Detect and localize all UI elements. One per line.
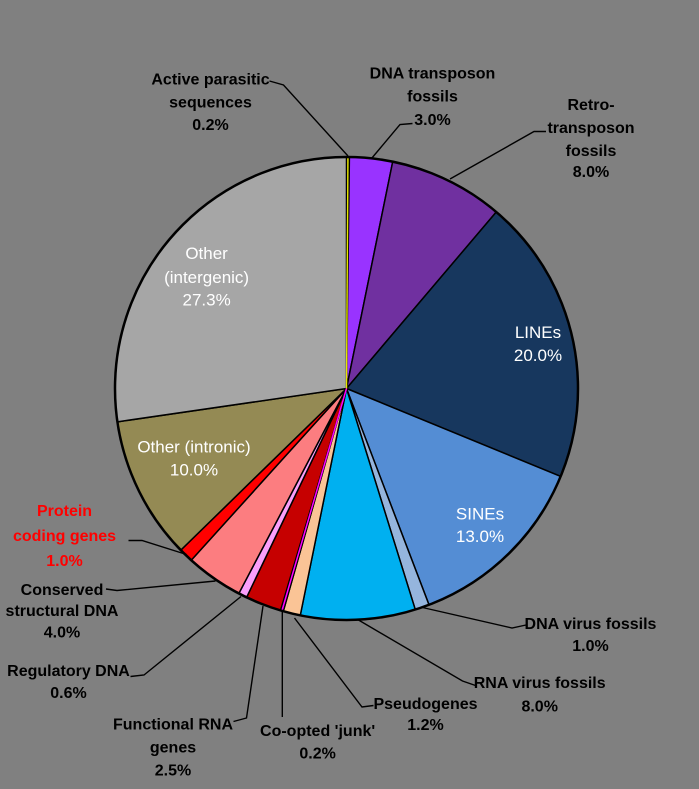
- svg-text:1.0%: 1.0%: [46, 553, 82, 570]
- svg-text:genes: genes: [150, 740, 196, 757]
- svg-text:2.5%: 2.5%: [155, 763, 191, 780]
- svg-text:Active parasitic: Active parasitic: [151, 71, 269, 88]
- svg-text:Co-opted 'junk': Co-opted 'junk': [260, 723, 375, 740]
- svg-text:0.2%: 0.2%: [192, 117, 228, 134]
- svg-text:LINEs: LINEs: [515, 323, 561, 342]
- svg-text:4.0%: 4.0%: [44, 625, 80, 642]
- svg-text:SINEs: SINEs: [456, 505, 504, 524]
- svg-text:13.0%: 13.0%: [456, 527, 504, 546]
- svg-text:fossils: fossils: [566, 143, 617, 160]
- svg-text:coding genes: coding genes: [13, 528, 116, 545]
- svg-text:10.0%: 10.0%: [170, 461, 218, 480]
- svg-text:Pseudogenes: Pseudogenes: [373, 696, 477, 713]
- svg-text:8.0%: 8.0%: [573, 164, 609, 181]
- svg-text:Conserved: Conserved: [21, 582, 104, 599]
- svg-text:Other: Other: [185, 244, 228, 263]
- svg-text:Retro-: Retro-: [567, 97, 614, 114]
- svg-text:DNA transposon: DNA transposon: [370, 66, 496, 83]
- svg-text:1.2%: 1.2%: [407, 717, 443, 734]
- svg-text:Regulatory DNA: Regulatory DNA: [7, 663, 130, 680]
- svg-text:0.2%: 0.2%: [299, 746, 335, 763]
- svg-text:20.0%: 20.0%: [514, 346, 562, 365]
- svg-text:fossils: fossils: [407, 89, 458, 106]
- svg-text:DNA virus fossils: DNA virus fossils: [525, 616, 657, 633]
- svg-text:27.3%: 27.3%: [182, 291, 230, 310]
- svg-text:Other (intronic): Other (intronic): [137, 438, 250, 457]
- svg-text:8.0%: 8.0%: [521, 699, 557, 716]
- svg-text:Functional RNA: Functional RNA: [113, 717, 233, 734]
- svg-text:transposon: transposon: [547, 120, 634, 137]
- svg-text:3.0%: 3.0%: [414, 112, 450, 129]
- svg-text:sequences: sequences: [169, 94, 252, 111]
- svg-text:RNA virus fossils: RNA virus fossils: [474, 675, 606, 692]
- svg-text:0.6%: 0.6%: [50, 685, 86, 702]
- svg-text:structural DNA: structural DNA: [6, 603, 119, 620]
- svg-text:Protein: Protein: [37, 503, 92, 520]
- svg-text:(intergenic): (intergenic): [164, 268, 249, 287]
- svg-text:1.0%: 1.0%: [572, 638, 608, 655]
